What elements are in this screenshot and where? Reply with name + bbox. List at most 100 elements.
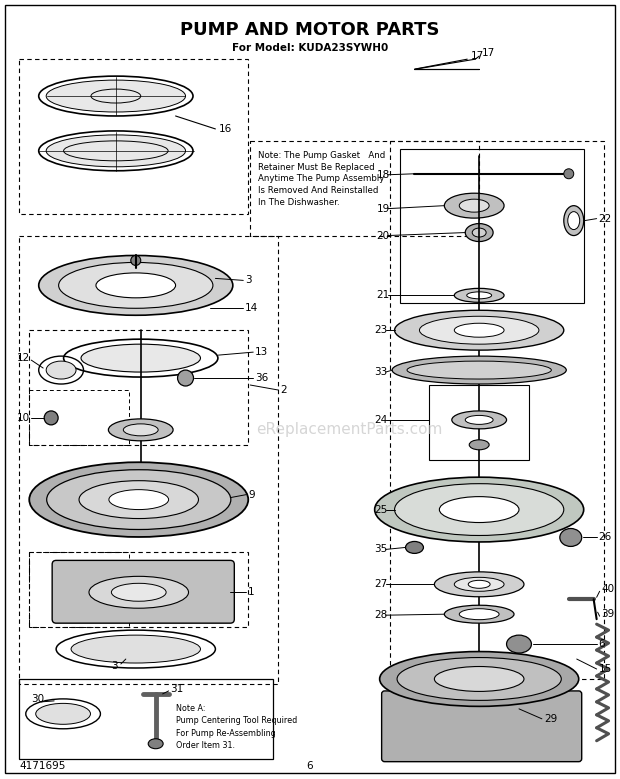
Text: 21: 21 bbox=[376, 291, 389, 301]
Ellipse shape bbox=[46, 135, 185, 167]
Ellipse shape bbox=[71, 635, 200, 663]
Ellipse shape bbox=[420, 316, 539, 344]
Circle shape bbox=[44, 411, 58, 425]
Ellipse shape bbox=[472, 228, 486, 237]
Ellipse shape bbox=[148, 738, 163, 749]
Text: 15: 15 bbox=[599, 664, 612, 674]
Ellipse shape bbox=[108, 419, 173, 441]
Bar bbox=[29, 552, 129, 627]
Ellipse shape bbox=[379, 651, 578, 707]
Ellipse shape bbox=[459, 608, 499, 619]
Text: 3: 3 bbox=[246, 276, 252, 285]
Ellipse shape bbox=[394, 310, 564, 350]
Ellipse shape bbox=[560, 528, 582, 546]
Text: 17: 17 bbox=[471, 51, 484, 62]
Ellipse shape bbox=[435, 572, 524, 597]
Circle shape bbox=[131, 256, 141, 266]
Ellipse shape bbox=[452, 411, 507, 429]
Ellipse shape bbox=[79, 481, 198, 519]
Ellipse shape bbox=[46, 470, 231, 530]
Ellipse shape bbox=[454, 323, 504, 337]
Bar bbox=[399, 149, 583, 303]
Ellipse shape bbox=[123, 424, 158, 435]
Ellipse shape bbox=[507, 635, 531, 653]
Ellipse shape bbox=[59, 263, 213, 308]
Text: 24: 24 bbox=[374, 415, 388, 425]
Ellipse shape bbox=[564, 206, 583, 235]
Text: 36: 36 bbox=[255, 373, 268, 383]
Text: 20: 20 bbox=[376, 231, 389, 241]
Text: 30: 30 bbox=[31, 694, 45, 704]
Text: 27: 27 bbox=[374, 580, 388, 589]
Text: 33: 33 bbox=[374, 367, 388, 377]
Ellipse shape bbox=[459, 199, 489, 212]
Text: eReplacementParts.com: eReplacementParts.com bbox=[257, 422, 443, 437]
Ellipse shape bbox=[435, 667, 524, 692]
FancyBboxPatch shape bbox=[382, 691, 582, 762]
Text: 35: 35 bbox=[374, 545, 388, 555]
Bar bbox=[250, 141, 479, 235]
Bar bbox=[29, 390, 129, 445]
Text: Note: The Pump Gasket   And
Retainer Must Be Replaced
Anytime The Pump Assembly
: Note: The Pump Gasket And Retainer Must … bbox=[258, 151, 386, 207]
Ellipse shape bbox=[454, 288, 504, 302]
Ellipse shape bbox=[29, 462, 248, 537]
Ellipse shape bbox=[109, 490, 169, 509]
Text: 19: 19 bbox=[376, 203, 389, 213]
Text: 26: 26 bbox=[599, 533, 612, 542]
Ellipse shape bbox=[46, 361, 76, 379]
Text: 40: 40 bbox=[601, 584, 615, 594]
Text: 25: 25 bbox=[374, 505, 388, 515]
Ellipse shape bbox=[468, 580, 490, 588]
Text: For Model: KUDA23SYWH0: For Model: KUDA23SYWH0 bbox=[232, 44, 388, 53]
Text: 6: 6 bbox=[307, 760, 313, 770]
Text: 14: 14 bbox=[246, 303, 259, 313]
Ellipse shape bbox=[454, 577, 504, 591]
Ellipse shape bbox=[36, 703, 91, 724]
Text: 9: 9 bbox=[248, 490, 255, 499]
Text: 31: 31 bbox=[170, 684, 184, 694]
Bar bbox=[19, 679, 273, 759]
FancyBboxPatch shape bbox=[52, 560, 234, 623]
Ellipse shape bbox=[374, 478, 583, 542]
Ellipse shape bbox=[465, 415, 493, 425]
Ellipse shape bbox=[405, 541, 423, 553]
Ellipse shape bbox=[46, 80, 185, 112]
Bar bbox=[430, 385, 529, 460]
Text: 1: 1 bbox=[248, 587, 255, 597]
Text: 22: 22 bbox=[599, 213, 612, 224]
Circle shape bbox=[177, 370, 193, 386]
Circle shape bbox=[564, 169, 574, 178]
Ellipse shape bbox=[392, 356, 566, 384]
Bar bbox=[19, 59, 248, 213]
Text: Note A:
Pump Centering Tool Required
For Pump Re-Assembling
Order Item 31.: Note A: Pump Centering Tool Required For… bbox=[175, 704, 297, 750]
Text: PUMP AND MOTOR PARTS: PUMP AND MOTOR PARTS bbox=[180, 21, 440, 39]
Ellipse shape bbox=[38, 256, 233, 315]
Bar bbox=[19, 235, 278, 684]
Text: 2: 2 bbox=[280, 385, 286, 395]
Bar bbox=[29, 330, 248, 445]
Text: 16: 16 bbox=[218, 124, 232, 134]
Text: 17: 17 bbox=[482, 48, 495, 58]
Ellipse shape bbox=[445, 193, 504, 218]
Bar bbox=[29, 552, 248, 627]
Ellipse shape bbox=[568, 212, 580, 230]
Text: 39: 39 bbox=[601, 609, 615, 619]
Ellipse shape bbox=[465, 224, 493, 241]
Ellipse shape bbox=[440, 497, 519, 523]
Ellipse shape bbox=[467, 292, 492, 299]
Text: 29: 29 bbox=[544, 714, 557, 724]
Ellipse shape bbox=[407, 361, 551, 379]
Bar bbox=[389, 141, 604, 679]
Text: 4171695: 4171695 bbox=[19, 760, 66, 770]
Text: 28: 28 bbox=[374, 610, 388, 620]
Text: 6: 6 bbox=[599, 639, 605, 649]
Ellipse shape bbox=[397, 657, 561, 700]
Ellipse shape bbox=[112, 583, 166, 601]
Text: 23: 23 bbox=[374, 325, 388, 335]
Text: 10: 10 bbox=[16, 413, 29, 423]
Ellipse shape bbox=[96, 273, 175, 298]
Ellipse shape bbox=[394, 484, 564, 535]
Ellipse shape bbox=[469, 440, 489, 449]
Text: 13: 13 bbox=[255, 347, 268, 357]
Ellipse shape bbox=[89, 576, 188, 608]
